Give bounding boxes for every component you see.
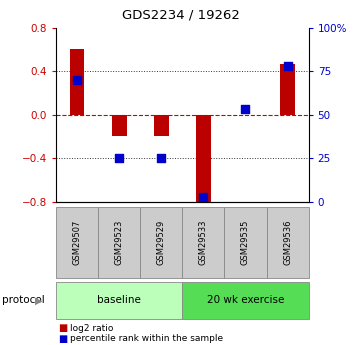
Text: GSM29507: GSM29507 <box>73 220 82 265</box>
Text: ■: ■ <box>58 334 67 344</box>
Text: GSM29529: GSM29529 <box>157 220 166 265</box>
Text: log2 ratio: log2 ratio <box>70 324 114 333</box>
Bar <box>196 115 211 204</box>
Bar <box>112 115 126 137</box>
Bar <box>154 115 169 137</box>
Text: GSM29523: GSM29523 <box>115 220 123 265</box>
Text: GSM29536: GSM29536 <box>283 220 292 265</box>
Point <box>285 63 291 69</box>
Bar <box>70 49 84 115</box>
Text: percentile rank within the sample: percentile rank within the sample <box>70 334 223 343</box>
Point <box>200 194 206 199</box>
Text: GDS2234 / 19262: GDS2234 / 19262 <box>122 9 239 22</box>
Text: 20 wk exercise: 20 wk exercise <box>207 296 284 305</box>
Text: GSM29535: GSM29535 <box>241 220 250 265</box>
Text: baseline: baseline <box>97 296 141 305</box>
Text: GSM29533: GSM29533 <box>199 220 208 265</box>
Point <box>158 156 164 161</box>
Point <box>243 107 248 112</box>
Bar <box>280 63 295 115</box>
Point <box>116 156 122 161</box>
Text: ▶: ▶ <box>35 296 43 305</box>
Point <box>74 77 80 83</box>
Text: ■: ■ <box>58 324 67 333</box>
Text: protocol: protocol <box>2 296 44 305</box>
